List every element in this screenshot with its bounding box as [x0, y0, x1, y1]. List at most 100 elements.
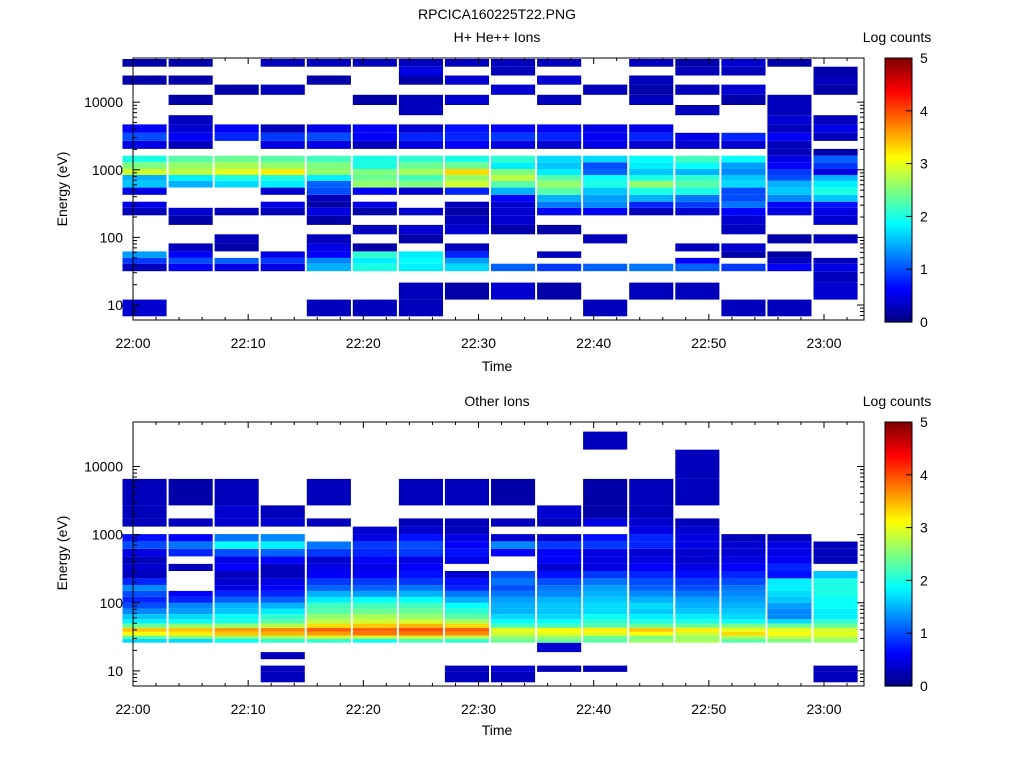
- colorbar-swatch: [885, 124, 912, 127]
- heatmap-cell: [168, 251, 213, 258]
- figure-title: RPCICA160225T22.PNG: [418, 6, 576, 22]
- colorbar-swatch: [885, 306, 912, 310]
- colorbar-swatch: [885, 203, 912, 206]
- heatmap-cell: [444, 596, 489, 603]
- colorbar-swatch: [885, 499, 912, 502]
- heatmap-cell: [214, 541, 259, 549]
- heatmap-cell: [491, 619, 536, 624]
- heatmap-cell: [629, 282, 674, 300]
- heatmap-cell: [767, 175, 812, 181]
- heatmap-cell: [398, 635, 443, 639]
- heatmap-cell: [306, 608, 351, 615]
- heatmap-cell: [214, 180, 259, 188]
- heatmap-cell: [398, 207, 443, 216]
- colorbar-tick-label: 1: [920, 625, 928, 641]
- heatmap-cell: [537, 619, 582, 624]
- heatmap-cell: [214, 168, 259, 175]
- heatmap-cell: [306, 602, 351, 609]
- heatmap-cell: [352, 623, 397, 628]
- colorbar-swatch: [885, 231, 912, 235]
- colorbar-swatch: [885, 547, 912, 551]
- heatmap-cell: [629, 84, 674, 95]
- colorbar-swatch: [885, 84, 912, 88]
- heatmap-cell: [491, 140, 536, 149]
- heatmap-cell: [260, 596, 305, 603]
- colorbar-swatch: [885, 295, 912, 299]
- heatmap-cell: [675, 180, 720, 188]
- heatmap-cell: [721, 556, 766, 564]
- heatmap-cell: [260, 638, 305, 643]
- heatmap-cell: [675, 282, 720, 300]
- heatmap-cell: [583, 155, 628, 163]
- colorbar-swatch: [885, 251, 912, 255]
- heatmap-cell: [629, 556, 674, 564]
- heatmap-cell: [352, 585, 397, 591]
- heatmap-cell: [767, 115, 812, 125]
- heatmap-cell: [491, 578, 536, 586]
- heatmap-cell: [491, 194, 536, 202]
- colorbar-swatch: [885, 130, 912, 134]
- heatmap-cell: [583, 571, 628, 579]
- heatmap-cell: [675, 623, 720, 628]
- heatmap-cell: [398, 299, 443, 317]
- colorbar-swatch: [885, 80, 912, 83]
- heatmap-cell: [168, 180, 213, 188]
- heatmap-cell: [398, 590, 443, 597]
- colorbar-swatch: [885, 642, 912, 645]
- colorbar-swatch: [885, 584, 912, 588]
- heatmap-cell: [168, 638, 213, 643]
- heatmap-cell: [444, 140, 489, 149]
- colorbar-swatch: [885, 576, 912, 579]
- x-tick-label: 22:30: [461, 701, 496, 717]
- heatmap-cell: [813, 215, 858, 225]
- heatmap-cell: [629, 596, 674, 603]
- heatmap-cell: [352, 132, 397, 141]
- heatmap-cell: [122, 571, 167, 579]
- heatmap-cell: [767, 59, 812, 67]
- heatmap-cell: [583, 602, 628, 609]
- heatmap-cell: [260, 578, 305, 586]
- colorbar-tick-label: 3: [920, 156, 928, 172]
- colorbar-swatch: [885, 540, 912, 544]
- heatmap-cell: [214, 155, 259, 163]
- heatmap-cell: [491, 585, 536, 591]
- heatmap-cell: [813, 175, 858, 181]
- heatmap-cell: [721, 619, 766, 624]
- plot-frame: [132, 57, 865, 321]
- heatmap-cell: [122, 608, 167, 615]
- heatmap-cell: [675, 602, 720, 609]
- colorbar-swatch: [885, 620, 912, 623]
- heatmap-cell: [214, 578, 259, 586]
- heatmap-cell: [767, 638, 812, 643]
- colorbar-swatch: [885, 150, 912, 154]
- heatmap-cell: [444, 627, 489, 632]
- colorbar-swatch: [885, 536, 912, 540]
- heatmap-cell: [583, 431, 628, 450]
- heatmap-cell: [168, 631, 213, 636]
- colorbar-swatch: [885, 681, 912, 685]
- heatmap-cell: [122, 590, 167, 597]
- panel-h-he-ions: H+ He++ Ions 22:00 22:10 22:20 22:30 22:40 22…: [54, 29, 931, 374]
- heatmap-cell: [629, 124, 674, 133]
- colorbar-swatch: [885, 527, 912, 531]
- colorbar-swatch: [885, 249, 912, 253]
- heatmap-cell: [352, 631, 397, 636]
- heatmap-cell: [629, 478, 674, 506]
- heatmap-cell: [813, 556, 858, 564]
- colorbar-swatch: [885, 93, 912, 96]
- heatmap-cell: [629, 638, 674, 643]
- heatmap-cell: [444, 665, 489, 672]
- heatmap-cell: [444, 578, 489, 586]
- heatmap-cell: [583, 534, 628, 542]
- heatmap-cell: [122, 631, 167, 636]
- colorbar: 0 1 2 3 4 5: [884, 50, 928, 330]
- heatmap-cell: [306, 518, 351, 527]
- x-axis-label: Time: [482, 358, 513, 374]
- heatmap-cell: [583, 563, 628, 571]
- colorbar-swatch: [885, 104, 912, 107]
- heatmap-cell: [583, 578, 628, 586]
- plot-frame: [132, 421, 865, 687]
- heatmap-cell: [122, 299, 167, 317]
- heatmap-cell: [721, 140, 766, 149]
- heatmap-cell: [214, 563, 259, 571]
